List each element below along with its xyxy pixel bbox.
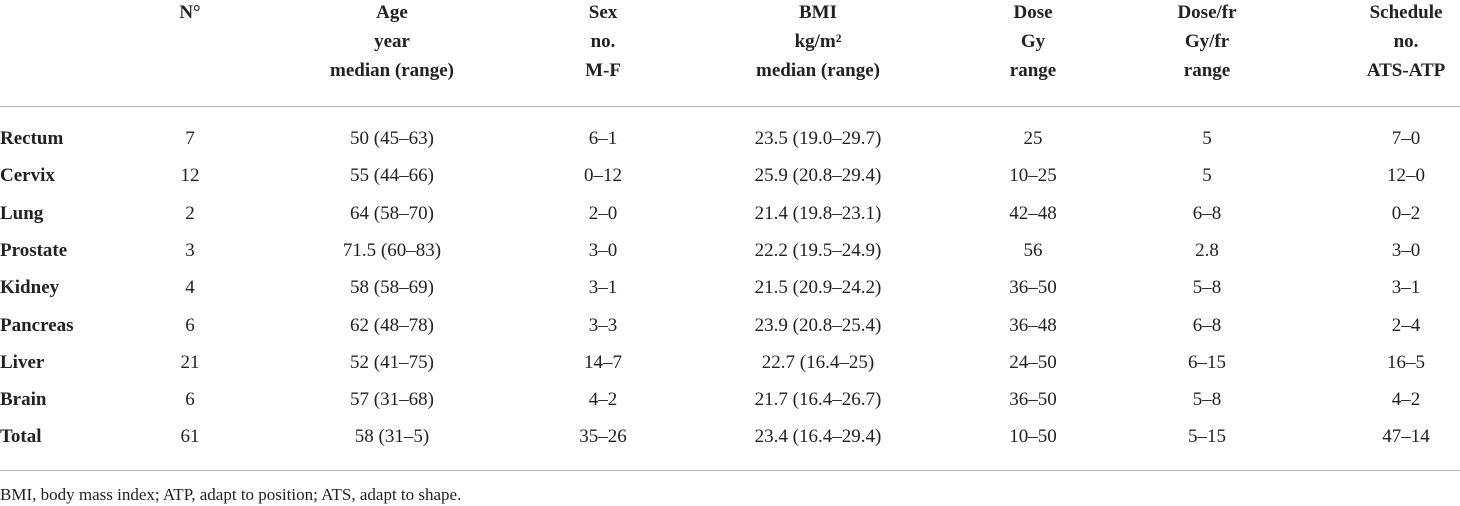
cell: 21.5 (20.9–24.2)	[754, 277, 882, 299]
cell: 6	[185, 389, 195, 411]
footnote: BMI, body mass index; ATP, adapt to posi…	[0, 485, 462, 504]
cell: 42–48	[1009, 202, 1057, 224]
cell: 5–8	[1192, 389, 1222, 411]
cell: 52 (41–75)	[350, 351, 434, 373]
cell: 7–0	[1391, 128, 1421, 149]
row-label: Cervix	[0, 165, 55, 187]
bottom-rule	[0, 470, 1460, 471]
cell: 0–12	[584, 165, 622, 187]
cell: 64 (58–70)	[350, 202, 434, 224]
column-header: Gy	[1020, 31, 1046, 52]
column-header: kg/m²	[794, 31, 842, 52]
cell: 10–50	[1009, 426, 1057, 448]
cell: 3	[185, 239, 195, 261]
cell: 23.4 (16.4–29.4)	[754, 426, 882, 448]
cell: 25.9 (20.8–29.4)	[754, 165, 882, 187]
cell: 10–25	[1009, 165, 1057, 187]
cell: 3–0	[588, 239, 618, 261]
cell: 3–0	[1391, 239, 1421, 261]
cell: 57 (31–68)	[350, 389, 434, 411]
cell: 21.7 (16.4–26.7)	[754, 389, 882, 411]
row-label: Kidney	[0, 277, 60, 299]
cell: 6–8	[1192, 202, 1222, 224]
column-header: Age	[376, 2, 408, 23]
cell: 2	[185, 202, 195, 224]
column-header: ATS-ATP	[1366, 60, 1446, 81]
column-header: Dose/fr	[1177, 2, 1237, 23]
column-header: median (range)	[755, 60, 881, 81]
cell: 7	[185, 128, 195, 149]
column-header: Schedule	[1369, 2, 1443, 23]
cell: 2–0	[588, 202, 618, 224]
row-label: Pancreas	[0, 314, 74, 336]
cell: 36–50	[1009, 277, 1057, 299]
cell: 61	[180, 426, 200, 448]
cell: 62 (48–78)	[350, 314, 434, 336]
cell: 3–3	[588, 314, 618, 336]
cell: 3–1	[1391, 277, 1421, 299]
cell: 56	[1023, 239, 1043, 261]
cell: 4–2	[588, 389, 618, 411]
cell: 16–5	[1387, 351, 1425, 373]
cell: 35–26	[579, 426, 627, 448]
cell: 55 (44–66)	[350, 165, 434, 187]
column-header: M-F	[585, 60, 621, 81]
cell: 12	[180, 165, 200, 187]
cell: 58 (31–5)	[354, 426, 430, 448]
column-header: Gy/fr	[1184, 31, 1230, 52]
cell: 47–14	[1382, 426, 1430, 448]
cell: 36–50	[1009, 389, 1057, 411]
column-header: Dose	[1013, 2, 1053, 23]
column-header: BMI	[799, 2, 837, 23]
row-label: Rectum	[0, 128, 64, 149]
row-label: Brain	[0, 389, 47, 411]
column-header: Sex	[588, 2, 618, 23]
column-header: range	[1009, 60, 1057, 81]
column-header: no.	[590, 31, 616, 52]
column-header: range	[1183, 60, 1231, 81]
cell: 21	[180, 351, 200, 373]
cell: 50 (45–63)	[350, 128, 434, 149]
cell: 5	[1202, 165, 1212, 187]
column-header: N°	[179, 2, 201, 23]
row-label: Liver	[0, 351, 45, 373]
cell: 2.8	[1195, 239, 1219, 261]
cell: 6	[185, 314, 195, 336]
cell: 2–4	[1391, 314, 1421, 336]
cell: 22.2 (19.5–24.9)	[754, 239, 882, 261]
row-label: Prostate	[0, 239, 68, 261]
cell: 5	[1202, 128, 1212, 149]
cell: 71.5 (60–83)	[342, 239, 442, 261]
cell: 24–50	[1009, 351, 1057, 373]
cell: 12–0	[1387, 165, 1425, 187]
column-header: year	[374, 31, 410, 52]
cell: 6–15	[1188, 351, 1226, 373]
header-rule	[0, 106, 1460, 107]
cell: 4–2	[1391, 389, 1421, 411]
row-label: Total	[0, 426, 42, 448]
cell: 14–7	[584, 351, 622, 373]
cell: 36–48	[1009, 314, 1057, 336]
cell: 4	[185, 277, 195, 299]
cell: 6–1	[588, 128, 618, 149]
cell: 25	[1023, 128, 1043, 149]
column-header: no.	[1393, 31, 1419, 52]
cell: 0–2	[1391, 202, 1421, 224]
cell: 5–15	[1188, 426, 1226, 448]
cell: 5–8	[1192, 277, 1222, 299]
cell: 21.4 (19.8–23.1)	[754, 202, 882, 224]
cell: 3–1	[588, 277, 618, 299]
cell: 23.5 (19.0–29.7)	[754, 128, 882, 149]
cell: 58 (58–69)	[350, 277, 434, 299]
row-label: Lung	[0, 202, 44, 224]
cell: 22.7 (16.4–25)	[761, 351, 875, 373]
cell: 23.9 (20.8–25.4)	[754, 314, 882, 336]
column-header: median (range)	[329, 60, 455, 81]
cell: 6–8	[1192, 314, 1222, 336]
